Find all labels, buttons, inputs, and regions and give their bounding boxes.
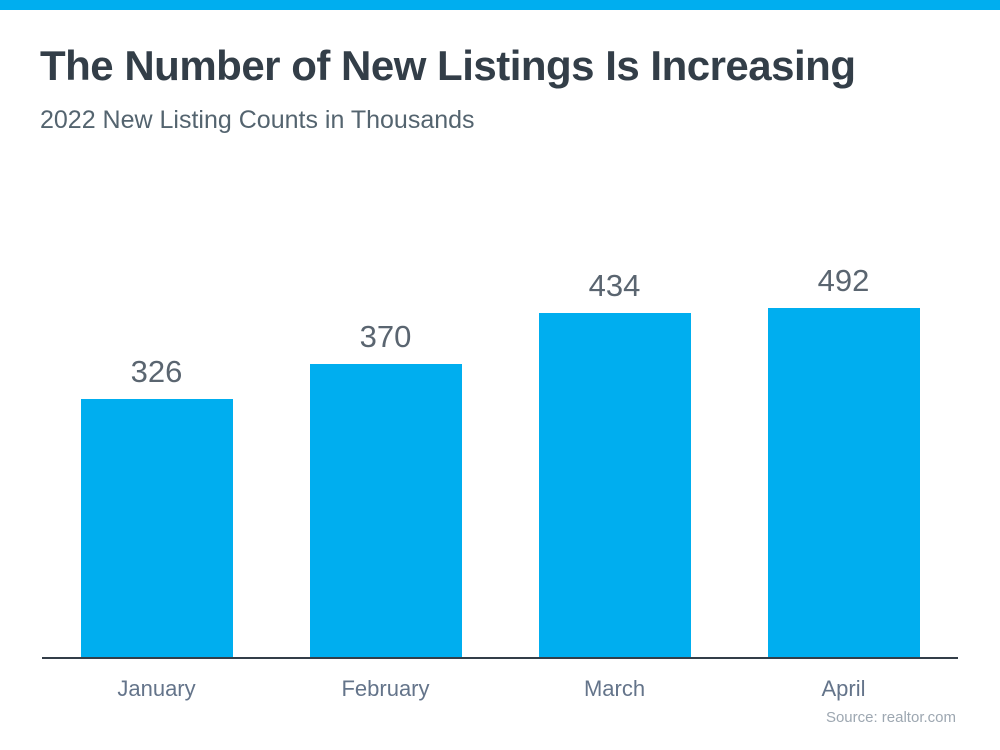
bar-january [80,399,233,657]
bar-value-label: 434 [588,268,641,303]
bar-column: 434 [500,265,729,657]
bar-value-label: 492 [817,263,870,298]
page-subtitle: 2022 New Listing Counts in Thousands [40,106,475,134]
bar-march [538,313,691,657]
bar-april [767,308,920,657]
bar-chart: 326 370 434 492 January February March April [42,265,958,702]
x-axis-label: April [821,676,866,701]
x-axis-label: March [583,676,646,701]
plot-area: 326 370 434 492 [42,265,958,659]
source-attribution: Source: realtor.com [825,709,956,726]
bar-column: 326 [42,265,271,657]
top-accent-bar [0,0,1000,10]
bar-column: 370 [271,265,500,657]
x-axis-label: February [341,676,430,701]
x-axis-labels: January February March April [42,659,958,702]
bar-value-label: 326 [130,354,183,389]
bar-value-label: 370 [359,319,412,354]
bar-february [309,364,462,657]
x-axis-label: January [117,676,196,701]
bar-column: 492 [729,265,958,657]
page-title: The Number of New Listings Is Increasing [40,42,856,89]
